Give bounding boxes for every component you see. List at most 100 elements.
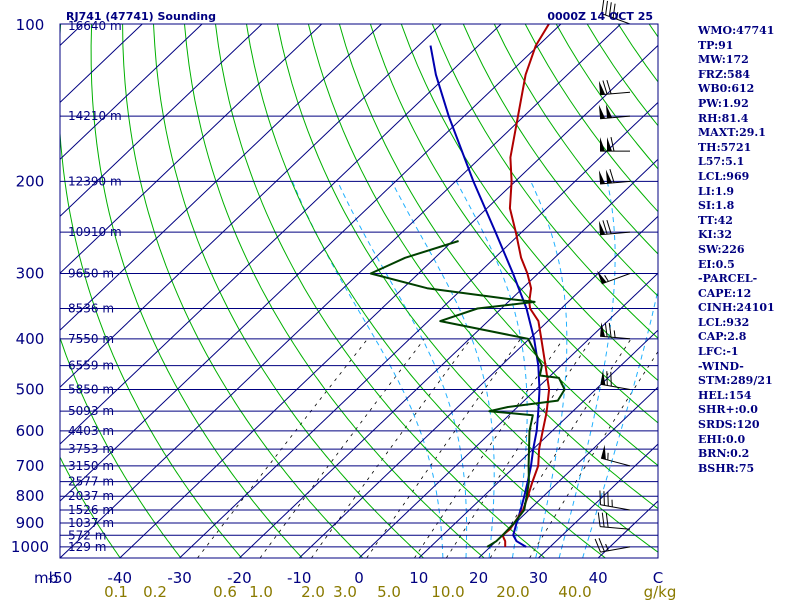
stability-indices-panel: WMO:47741 TP:91 MW:172 FRZ:584 WB0:612 PW:1.9… xyxy=(698,24,798,476)
wind-barb xyxy=(600,322,631,340)
temperature-tick-label: -30 xyxy=(167,569,192,587)
moist-adiabat-36 xyxy=(582,287,658,558)
index-line: BRN:0.2 xyxy=(698,447,750,461)
isotherm--40 xyxy=(119,44,658,558)
pressure-tick-label: 800 xyxy=(16,487,45,505)
isotherm--10 xyxy=(298,215,658,558)
index-line: CINH:24101 xyxy=(698,301,775,315)
profile-series xyxy=(369,24,566,548)
index-line: -PARCEL- xyxy=(698,272,758,286)
dry-adiabat-270 xyxy=(122,24,364,558)
height-label: 3753 m xyxy=(68,442,114,456)
index-line: PW:1.92 xyxy=(698,96,749,110)
dry-adiabat-290 xyxy=(184,24,485,558)
index-line: BSHR:75 xyxy=(698,461,755,475)
index-line: -WIND- xyxy=(698,359,744,373)
index-line: TT:42 xyxy=(698,213,733,227)
isotherm-20 xyxy=(478,386,658,558)
wind-barb xyxy=(601,0,631,25)
dewpoint-line xyxy=(369,240,566,548)
plot-frame xyxy=(59,23,659,559)
mixing-ratio-tick-label: 20.0 xyxy=(496,583,529,600)
pressure-tick-label: 900 xyxy=(16,514,45,532)
height-label: 10910 m xyxy=(68,225,122,239)
height-label: 4403 m xyxy=(68,424,114,438)
index-line: EHI:0.0 xyxy=(698,432,746,446)
height-label: 2577 m xyxy=(68,475,114,489)
isotherm--100 xyxy=(60,24,323,274)
temperature-axis-labels: -50 -40 -30 -20 -10 0 10 20 30 40 Cmb xyxy=(34,569,663,587)
temperature-tick-label: 0 xyxy=(354,569,364,587)
index-line: SW:226 xyxy=(698,242,745,256)
index-line: MAXT:29.1 xyxy=(698,126,766,140)
isotherm--80 xyxy=(60,24,442,388)
pressure-tick-label: 100 xyxy=(16,16,45,34)
dry-adiabat-360 xyxy=(400,24,658,382)
index-line: TP:91 xyxy=(698,38,734,52)
mixing-ratio-tick-label: 0.6 xyxy=(213,583,237,600)
height-label: 7550 m xyxy=(68,332,114,346)
index-line: WB0:612 xyxy=(698,82,755,96)
mixing-ratio-axis-labels: 0.1 0.2 0.6 1.0 2.0 3.0 5.0 10.0 20.0 40.0 g/kg xyxy=(104,583,676,600)
temperature-tick-label: -40 xyxy=(108,569,133,587)
mixing-ratio-tick-label: 5.0 xyxy=(377,583,401,600)
height-label: 3150 m xyxy=(68,459,114,473)
height-label: 1526 m xyxy=(68,503,114,517)
temperature-tick-label: -20 xyxy=(227,569,252,587)
wind-barb xyxy=(598,168,631,185)
pressure-tick-label: 300 xyxy=(16,265,45,283)
index-line: TH:5721 xyxy=(698,140,752,154)
isotherm--50 xyxy=(60,24,622,558)
pressure-axis-labels: 100 200 300 400 500 600 700 800 900 1000 xyxy=(11,16,49,556)
pressure-tick-label: 600 xyxy=(16,422,45,440)
height-label: 5093 m xyxy=(68,404,114,418)
isotherm-10 xyxy=(418,329,658,558)
dry-adiabat-390 xyxy=(493,24,658,255)
index-line: RH:81.4 xyxy=(698,111,749,125)
temperature-tick-label: 20 xyxy=(469,569,488,587)
dry-adiabat-250 xyxy=(60,24,242,558)
index-line: L57:5.1 xyxy=(698,155,745,169)
mixing-ratio-tick-label: 1.0 xyxy=(249,583,273,600)
wind-barb xyxy=(600,370,631,390)
index-line: LI:1.9 xyxy=(698,184,735,198)
index-line: LCL:932 xyxy=(698,315,750,329)
pressure-tick-label: 200 xyxy=(16,172,45,190)
index-line: SHR+:0.0 xyxy=(698,403,758,417)
height-label: 2037 m xyxy=(68,489,114,503)
height-label: 6559 m xyxy=(68,359,114,373)
pressure-tick-label: 500 xyxy=(16,381,45,399)
index-line: LFC:-1 xyxy=(698,345,739,359)
index-line: KI:32 xyxy=(698,228,733,242)
index-line: SI:1.8 xyxy=(698,199,735,213)
mixing-ratio-line-1 xyxy=(259,338,425,558)
mixing-ratio-tick-label: g/kg xyxy=(644,583,677,600)
temperature-tick-label: 30 xyxy=(529,569,548,587)
pressure-tick-label: 400 xyxy=(16,330,45,348)
dry-adiabat-350 xyxy=(369,24,658,424)
dry-adiabat-380 xyxy=(462,24,658,297)
height-label: 8536 m xyxy=(68,302,114,316)
moist-adiabat-16 xyxy=(337,181,468,558)
x-unit-label: mb xyxy=(34,569,58,587)
chart-time: 0000Z 14 OCT 25 xyxy=(547,10,653,23)
index-line: EI:0.5 xyxy=(698,257,735,271)
temperature-tick-label: 40 xyxy=(589,569,608,587)
mixing-ratio-tick-label: 2.0 xyxy=(301,583,325,600)
moist-adiabat-32 xyxy=(558,181,616,558)
temperature-tick-label: 10 xyxy=(409,569,428,587)
wind-barb xyxy=(597,270,631,285)
pressure-tick-label: 1000 xyxy=(11,538,49,556)
temperature-tick-label: C xyxy=(653,569,663,587)
height-label: 1037 m xyxy=(68,516,114,530)
mixing-ratio-tick-label: 10.0 xyxy=(431,583,464,600)
wind-barb xyxy=(600,444,631,467)
wind-barb xyxy=(597,512,631,530)
moist-adiabat-20 xyxy=(391,181,495,558)
mixing-ratio-tick-label: 3.0 xyxy=(333,583,357,600)
wind-barb xyxy=(598,79,631,96)
index-line: CAP:2.8 xyxy=(698,330,747,344)
mixing-ratio-tick-label: 40.0 xyxy=(558,583,591,600)
isotherm--70 xyxy=(60,24,502,445)
moist-adiabat-28 xyxy=(530,181,568,558)
